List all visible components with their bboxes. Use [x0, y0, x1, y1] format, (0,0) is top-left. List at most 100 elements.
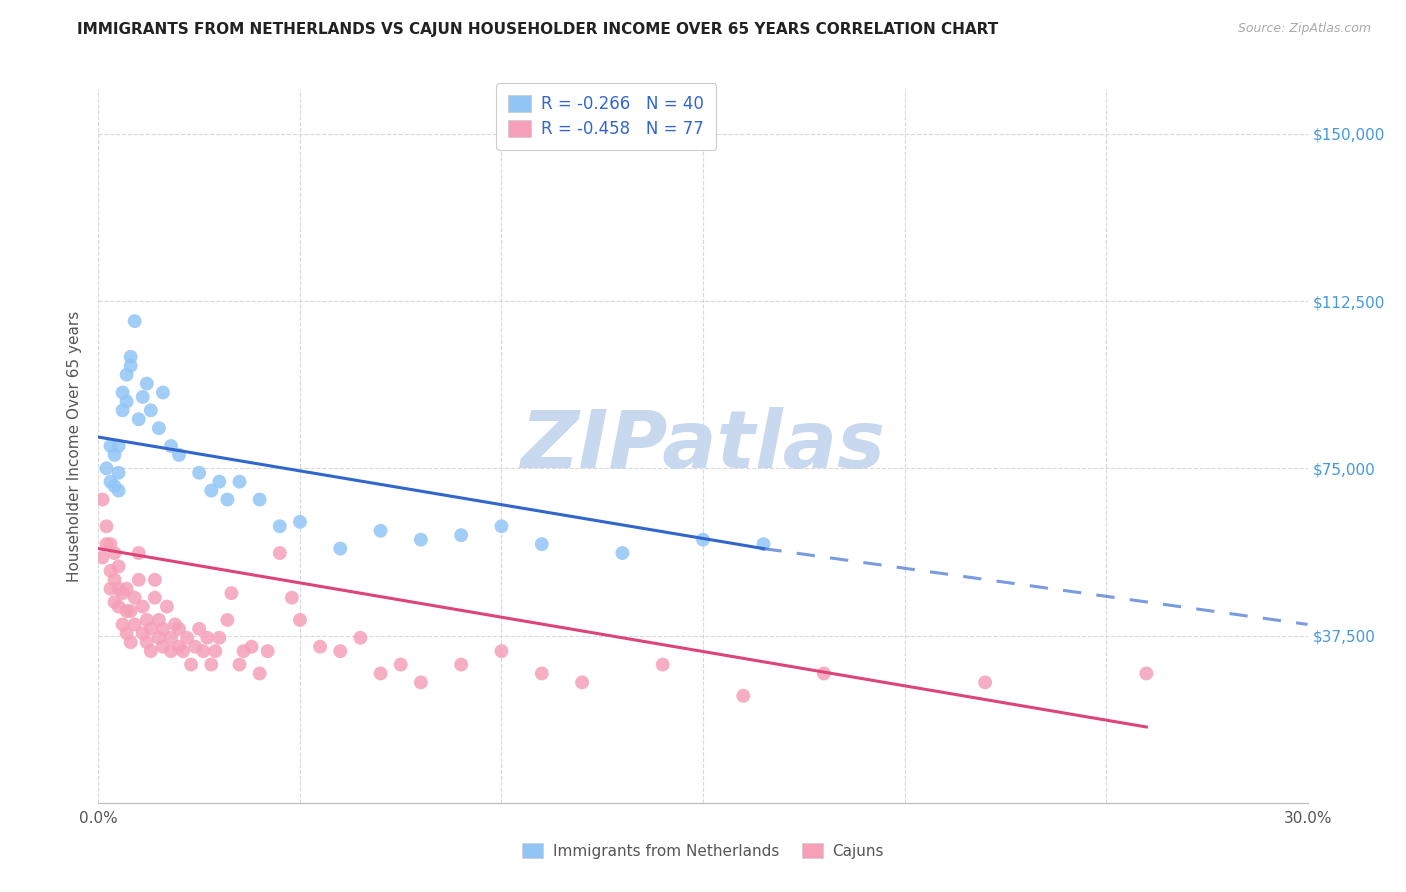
Text: ZIPatlas: ZIPatlas — [520, 407, 886, 485]
Point — [100, 582, 122, 596]
Text: Source: ZipAtlas.com: Source: ZipAtlas.com — [1237, 22, 1371, 36]
Point — [188, 622, 211, 636]
Point — [167, 622, 190, 636]
Point — [571, 675, 593, 690]
Point — [200, 483, 222, 498]
Point — [124, 617, 146, 632]
Point — [132, 390, 155, 404]
Point — [91, 492, 114, 507]
Point — [160, 644, 183, 658]
Point — [733, 689, 755, 703]
Point — [370, 666, 392, 681]
Point — [139, 403, 162, 417]
Point — [692, 533, 714, 547]
Point — [269, 546, 291, 560]
Point — [100, 439, 122, 453]
Legend: Immigrants from Netherlands, Cajuns: Immigrants from Netherlands, Cajuns — [515, 836, 891, 866]
Point — [217, 492, 239, 507]
Point — [349, 631, 371, 645]
Point — [208, 631, 231, 645]
Point — [91, 550, 114, 565]
Point — [107, 559, 129, 574]
Point — [167, 448, 190, 462]
Point — [135, 613, 157, 627]
Point — [193, 644, 215, 658]
Point — [115, 368, 138, 382]
Point — [143, 573, 166, 587]
Point — [256, 644, 278, 658]
Point — [160, 439, 183, 453]
Point — [152, 385, 174, 400]
Point — [530, 537, 553, 551]
Point — [651, 657, 673, 672]
Point — [107, 466, 129, 480]
Point — [115, 394, 138, 409]
Point — [148, 631, 170, 645]
Point — [389, 657, 412, 672]
Point — [96, 537, 118, 551]
Point — [96, 461, 118, 475]
Point — [228, 657, 250, 672]
Point — [124, 314, 146, 328]
Point — [329, 541, 352, 556]
Point — [204, 644, 226, 658]
Point — [120, 359, 142, 373]
Point — [813, 666, 835, 681]
Point — [612, 546, 634, 560]
Point — [228, 475, 250, 489]
Point — [103, 573, 125, 587]
Point — [172, 644, 194, 658]
Point — [156, 599, 179, 614]
Point — [135, 635, 157, 649]
Point — [103, 479, 125, 493]
Point — [288, 613, 311, 627]
Point — [148, 421, 170, 435]
Point — [100, 537, 122, 551]
Point — [96, 519, 118, 533]
Point — [132, 626, 155, 640]
Point — [139, 644, 162, 658]
Point — [124, 591, 146, 605]
Point — [160, 631, 183, 645]
Point — [115, 582, 138, 596]
Point — [111, 586, 134, 600]
Point — [103, 595, 125, 609]
Point — [309, 640, 332, 654]
Point — [128, 573, 150, 587]
Point — [208, 475, 231, 489]
Point — [409, 675, 432, 690]
Point — [288, 515, 311, 529]
Point — [111, 617, 134, 632]
Point — [167, 640, 190, 654]
Point — [152, 640, 174, 654]
Point — [111, 403, 134, 417]
Point — [195, 631, 218, 645]
Point — [120, 604, 142, 618]
Point — [148, 613, 170, 627]
Point — [249, 492, 271, 507]
Point — [120, 635, 142, 649]
Point — [329, 644, 352, 658]
Point — [188, 466, 211, 480]
Point — [107, 439, 129, 453]
Point — [450, 657, 472, 672]
Point — [232, 644, 254, 658]
Point — [163, 617, 186, 632]
Point — [281, 591, 304, 605]
Point — [180, 657, 202, 672]
Point — [269, 519, 291, 533]
Point — [115, 626, 138, 640]
Point — [143, 591, 166, 605]
Point — [184, 640, 207, 654]
Point — [111, 385, 134, 400]
Point — [200, 657, 222, 672]
Point — [100, 564, 122, 578]
Point — [103, 448, 125, 462]
Point — [115, 604, 138, 618]
Point — [107, 483, 129, 498]
Point — [491, 644, 513, 658]
Point — [370, 524, 392, 538]
Point — [107, 599, 129, 614]
Y-axis label: Householder Income Over 65 years: Householder Income Over 65 years — [67, 310, 83, 582]
Point — [974, 675, 997, 690]
